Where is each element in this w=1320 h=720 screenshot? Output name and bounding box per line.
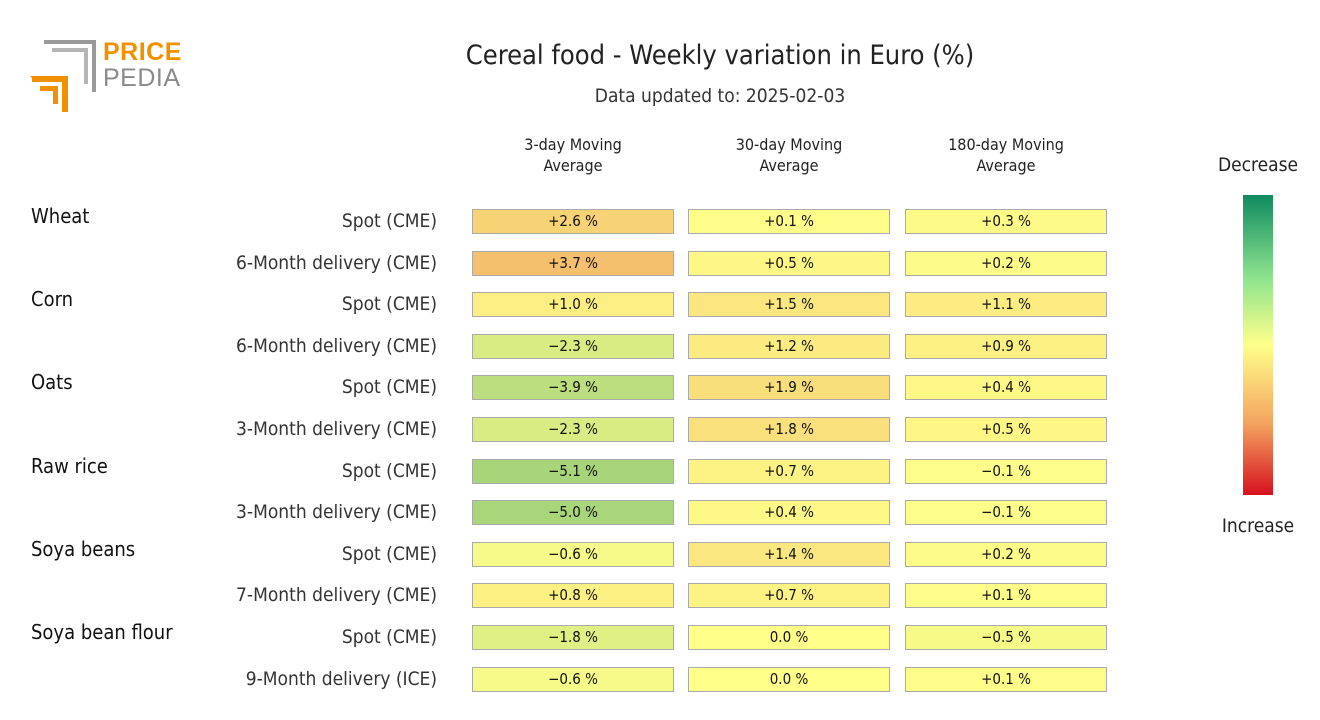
logo-brackets-icon xyxy=(30,40,96,112)
value-cell: +1.8 % xyxy=(688,417,890,442)
value-cell: +2.6 % xyxy=(472,209,674,234)
value-cell: +3.7 % xyxy=(472,250,674,276)
value-cell: +0.4 % xyxy=(688,500,890,526)
legend-increase-label: Increase xyxy=(1221,515,1295,537)
value-cell: +0.5 % xyxy=(905,417,1107,442)
value-cell: +0.4 % xyxy=(905,375,1107,401)
group-label: Oats xyxy=(31,370,73,395)
value-cell: −0.6 % xyxy=(472,666,674,692)
group-label: Soya bean flour xyxy=(31,620,173,644)
column-header-line2: Average xyxy=(976,156,1036,175)
value-cell: +1.2 % xyxy=(688,333,890,359)
value-cell: +0.2 % xyxy=(905,541,1107,567)
value-cell: −0.6 % xyxy=(472,541,674,567)
row-label: Spot (CME) xyxy=(341,459,437,482)
value-cell: −2.3 % xyxy=(472,333,674,359)
group-label: Wheat xyxy=(31,204,90,228)
value-cell: +0.1 % xyxy=(688,209,890,234)
column-header-line1: 3-day Moving xyxy=(524,135,622,154)
row-label: 6-Month delivery (CME) xyxy=(236,251,437,274)
legend-decrease-label: Decrease xyxy=(1217,154,1299,176)
value-cell: +0.1 % xyxy=(905,666,1107,692)
value-cell: +1.5 % xyxy=(688,292,890,318)
color-scale-bar xyxy=(1243,195,1273,495)
value-cell: +0.3 % xyxy=(905,209,1107,234)
column-header-line2: Average xyxy=(759,156,819,175)
logo-pedia-text: PEDIA xyxy=(103,64,181,92)
value-cell: +0.8 % xyxy=(472,583,674,609)
value-cell: 0.0 % xyxy=(688,666,890,692)
value-cell: −5.1 % xyxy=(472,458,674,484)
column-header-3: 180-day Moving Average xyxy=(905,134,1107,176)
value-cell: 0.0 % xyxy=(688,625,890,650)
row-label: Spot (CME) xyxy=(341,626,437,648)
column-header-1: 3-day Moving Average xyxy=(472,134,674,176)
value-cell: +1.0 % xyxy=(472,292,674,318)
value-cell: +1.9 % xyxy=(688,375,890,401)
row-label: 3-Month delivery (CME) xyxy=(236,418,437,440)
row-label: 3-Month delivery (CME) xyxy=(236,501,437,524)
value-cell: +0.5 % xyxy=(688,250,890,276)
value-cell: −2.3 % xyxy=(472,417,674,442)
row-label: 7-Month delivery (CME) xyxy=(236,584,437,607)
row-label: Spot (CME) xyxy=(341,376,437,399)
chart-subtitle: Data updated to: 2025-02-03 xyxy=(594,85,846,107)
column-header-2: 30-day Moving Average xyxy=(688,134,890,176)
row-label: Spot (CME) xyxy=(341,293,437,316)
value-cell: −0.5 % xyxy=(905,625,1107,650)
row-label: Spot (CME) xyxy=(341,210,437,232)
value-cell: +0.7 % xyxy=(688,458,890,484)
value-cell: −5.0 % xyxy=(472,500,674,526)
column-header-line2: Average xyxy=(543,156,603,175)
group-label: Raw rice xyxy=(31,453,108,478)
column-header-line1: 30-day Moving xyxy=(735,135,843,154)
column-header-line1: 180-day Moving xyxy=(948,135,1064,154)
logo-price-text: PRICE xyxy=(103,38,182,66)
value-cell: +0.1 % xyxy=(905,583,1107,609)
value-cell: −0.1 % xyxy=(905,500,1107,526)
group-label: Corn xyxy=(31,287,74,312)
row-label: 6-Month delivery (CME) xyxy=(236,334,437,357)
value-cell: +0.2 % xyxy=(905,250,1107,276)
value-cell: −3.9 % xyxy=(472,375,674,401)
pricepedia-logo: PRICE PEDIA xyxy=(30,36,190,112)
value-cell: +1.1 % xyxy=(905,292,1107,318)
value-cell: +0.7 % xyxy=(688,583,890,609)
row-label: 9-Month delivery (ICE) xyxy=(245,667,437,690)
value-cell: −1.8 % xyxy=(472,625,674,650)
value-cell: −0.1 % xyxy=(905,458,1107,484)
chart-title: Cereal food - Weekly variation in Euro (… xyxy=(465,40,975,71)
row-label: Spot (CME) xyxy=(341,542,437,565)
value-cell: +1.4 % xyxy=(688,541,890,567)
value-cell: +0.9 % xyxy=(905,333,1107,359)
group-label: Soya beans xyxy=(31,536,136,561)
